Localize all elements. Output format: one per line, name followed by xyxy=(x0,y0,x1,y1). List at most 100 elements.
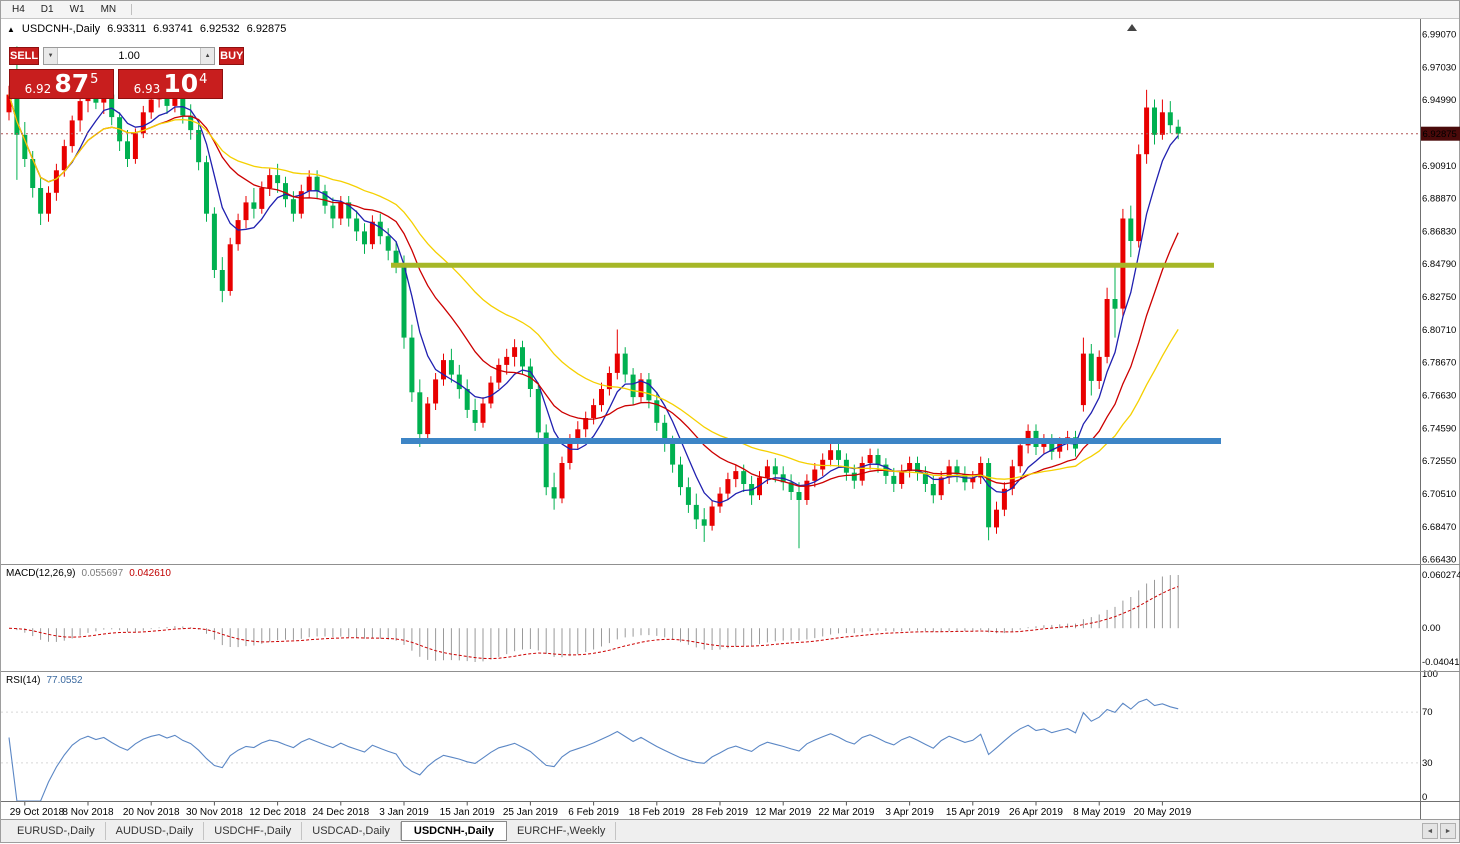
svg-text:0.060274: 0.060274 xyxy=(1422,570,1460,581)
svg-text:28 Feb 2019: 28 Feb 2019 xyxy=(692,807,749,818)
svg-text:6.92875: 6.92875 xyxy=(1423,129,1457,140)
svg-text:6.82750: 6.82750 xyxy=(1422,292,1456,303)
svg-text:8 May 2019: 8 May 2019 xyxy=(1073,807,1126,818)
timeframe-button-h4[interactable]: H4 xyxy=(5,2,32,18)
svg-text:70: 70 xyxy=(1422,707,1433,718)
svg-text:6.90910: 6.90910 xyxy=(1422,161,1456,172)
svg-text:6.72550: 6.72550 xyxy=(1422,456,1456,467)
price-axis[interactable]: 6.990706.970306.949906.929506.909106.888… xyxy=(1420,30,1460,566)
bid-point-digit: 5 xyxy=(90,71,99,87)
svg-text:100: 100 xyxy=(1422,669,1438,680)
macd-axis[interactable]: 0.060274 0.00 -0.040412 xyxy=(1422,570,1460,668)
rsi-axis[interactable]: 100 70 30 0 xyxy=(1422,669,1438,803)
chart-title: ▲ USDCNH-,Daily 6.93311 6.93741 6.92532 … xyxy=(7,23,286,35)
svg-text:20 May 2019: 20 May 2019 xyxy=(1133,807,1191,818)
svg-text:8 Nov 2018: 8 Nov 2018 xyxy=(62,807,114,818)
bid-price-button[interactable]: 6.92 87 5 xyxy=(9,69,114,99)
svg-text:6.97030: 6.97030 xyxy=(1422,62,1456,73)
sell-button[interactable]: SELL xyxy=(9,47,40,65)
toolbar-separator xyxy=(131,4,133,15)
bid-pip-digits: 87 xyxy=(54,69,90,98)
svg-text:6.84790: 6.84790 xyxy=(1422,259,1456,270)
rsi-name: RSI(14) xyxy=(6,675,41,686)
svg-text:12 Dec 2018: 12 Dec 2018 xyxy=(249,807,306,818)
volume-decrease-button[interactable]: ▼ xyxy=(44,48,59,64)
svg-text:3 Jan 2019: 3 Jan 2019 xyxy=(379,807,429,818)
svg-text:6 Feb 2019: 6 Feb 2019 xyxy=(568,807,619,818)
tab-usdcnh-daily[interactable]: USDCNH-,Daily xyxy=(400,821,507,841)
svg-text:30 Nov 2018: 30 Nov 2018 xyxy=(186,807,243,818)
svg-text:25 Jan 2019: 25 Jan 2019 xyxy=(503,807,558,818)
bid-main-digits: 6.92 xyxy=(24,81,52,96)
svg-text:6.68470: 6.68470 xyxy=(1422,522,1456,533)
volume-field[interactable]: ▼ ▲ xyxy=(43,47,216,65)
svg-text:30: 30 xyxy=(1422,758,1433,769)
tab-audusd-daily[interactable]: AUDUSD-,Daily xyxy=(106,822,205,840)
ask-main-digits: 6.93 xyxy=(133,81,161,96)
volume-increase-button[interactable]: ▲ xyxy=(200,48,215,64)
collapse-panel-icon[interactable]: ▲ xyxy=(7,24,15,34)
buy-button[interactable]: BUY xyxy=(219,47,245,65)
rsi-label: RSI(14) 77.0552 xyxy=(6,675,83,686)
svg-text:-0.040412: -0.040412 xyxy=(1422,657,1460,668)
tab-eurchf-weekly[interactable]: EURCHF-,Weekly xyxy=(507,822,617,840)
chart-tab-bar: EURUSD-,Daily AUDUSD-,Daily USDCHF-,Dail… xyxy=(1,819,1459,842)
current-price-tag xyxy=(1420,126,1460,141)
macd-signal-value: 0.042610 xyxy=(129,568,171,579)
rsi-value: 77.0552 xyxy=(46,675,83,686)
svg-text:6.88870: 6.88870 xyxy=(1422,194,1456,205)
tab-scroll-right-button[interactable]: ► xyxy=(1440,823,1456,839)
ohlc-open: 6.93311 xyxy=(107,23,147,35)
svg-text:6.99070: 6.99070 xyxy=(1422,30,1456,41)
macd-main-value: 0.055697 xyxy=(81,568,124,579)
rsi-line xyxy=(8,698,1179,802)
timeframe-button-w1[interactable]: W1 xyxy=(63,2,92,18)
tab-scroll-left-button[interactable]: ◄ xyxy=(1422,823,1438,839)
moving-averages-layer xyxy=(8,94,1179,504)
svg-text:0: 0 xyxy=(1422,792,1427,803)
ask-pip-digits: 10 xyxy=(163,69,199,98)
tab-usdcad-daily[interactable]: USDCAD-,Daily xyxy=(302,822,401,840)
macd-label: MACD(12,26,9) 0.055697 0.042610 xyxy=(6,568,171,579)
svg-text:12 Mar 2019: 12 Mar 2019 xyxy=(755,807,812,818)
macd-histogram-layer xyxy=(16,575,1179,662)
svg-text:0.00: 0.00 xyxy=(1422,623,1441,634)
svg-text:6.74590: 6.74590 xyxy=(1422,423,1456,434)
symbol-period-label: USDCNH-,Daily xyxy=(21,23,101,35)
svg-text:6.86830: 6.86830 xyxy=(1422,226,1456,237)
tab-scroll-buttons: ◄ ► xyxy=(1422,823,1456,839)
volume-input[interactable] xyxy=(58,48,201,64)
svg-text:6.76630: 6.76630 xyxy=(1422,391,1456,402)
svg-text:18 Feb 2019: 18 Feb 2019 xyxy=(629,807,686,818)
svg-text:29 Oct 2018: 29 Oct 2018 xyxy=(10,807,65,818)
tab-eurusd-daily[interactable]: EURUSD-,Daily xyxy=(7,822,106,840)
ohlc-high: 6.93741 xyxy=(153,23,193,35)
svg-text:26 Apr 2019: 26 Apr 2019 xyxy=(1009,807,1063,818)
candles-layer xyxy=(6,46,1181,549)
timeframe-button-mn[interactable]: MN xyxy=(94,2,124,18)
ohlc-low: 6.92532 xyxy=(199,23,240,35)
svg-text:3 Apr 2019: 3 Apr 2019 xyxy=(885,807,934,818)
svg-text:22 Mar 2019: 22 Mar 2019 xyxy=(818,807,875,818)
svg-text:6.66430: 6.66430 xyxy=(1422,555,1456,566)
ask-point-digit: 4 xyxy=(199,71,208,87)
macd-name: MACD(12,26,9) xyxy=(6,568,76,579)
one-click-trading-panel: SELL ▼ ▲ BUY 6.92 87 5 6.93 10 4 xyxy=(9,47,245,99)
ohlc-close: 6.92875 xyxy=(246,23,287,35)
svg-text:15 Jan 2019: 15 Jan 2019 xyxy=(440,807,495,818)
svg-text:24 Dec 2018: 24 Dec 2018 xyxy=(312,807,369,818)
svg-text:6.70510: 6.70510 xyxy=(1422,489,1456,500)
svg-text:15 Apr 2019: 15 Apr 2019 xyxy=(946,807,1000,818)
tab-usdchf-daily[interactable]: USDCHF-,Daily xyxy=(204,822,303,840)
svg-text:6.78670: 6.78670 xyxy=(1422,358,1456,369)
svg-text:6.94990: 6.94990 xyxy=(1422,95,1456,106)
svg-text:6.80710: 6.80710 xyxy=(1422,325,1456,336)
macd-signal-line xyxy=(8,586,1179,660)
ask-price-button[interactable]: 6.93 10 4 xyxy=(118,69,223,99)
timeframe-button-d1[interactable]: D1 xyxy=(34,2,61,18)
timeframe-toolbar: H4 D1 W1 MN xyxy=(1,1,1459,19)
chart-shift-marker-icon[interactable] xyxy=(1127,24,1137,31)
